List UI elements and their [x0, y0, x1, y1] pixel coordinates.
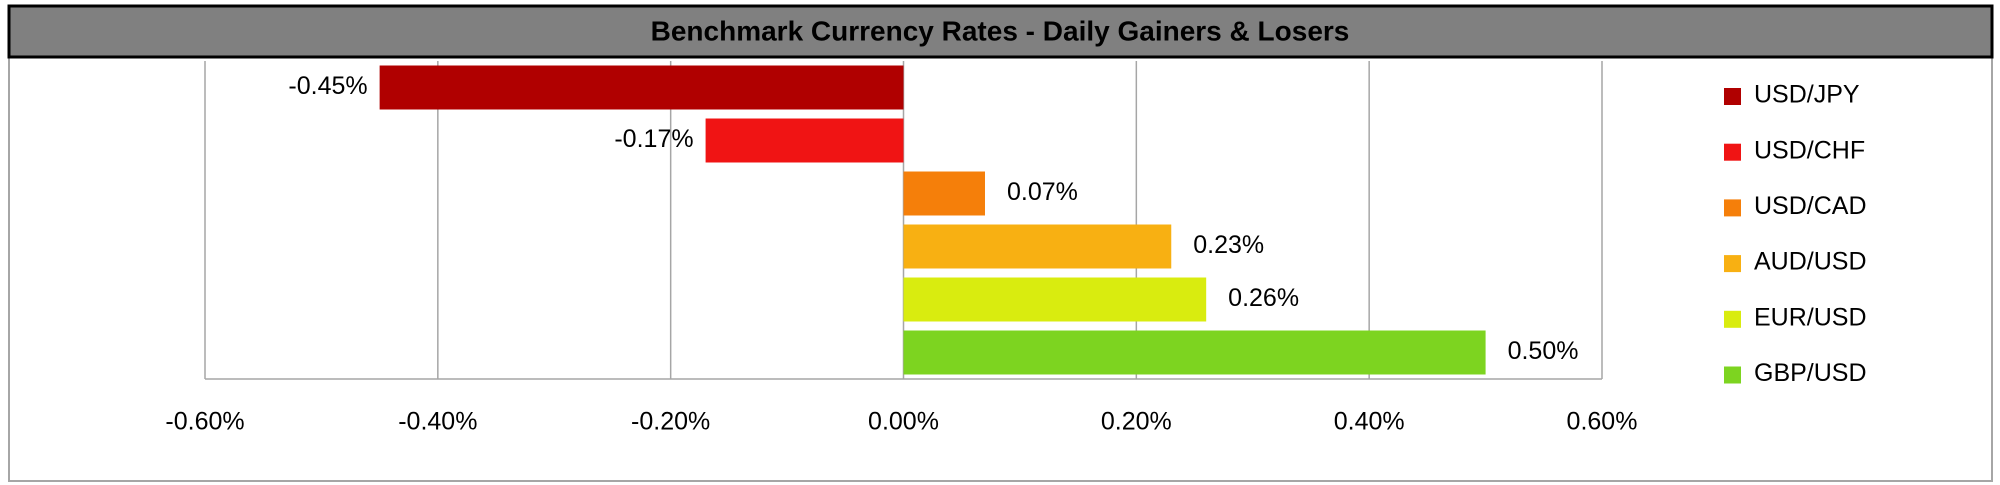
x-tick-label: 0.40% — [1334, 408, 1405, 436]
bar — [903, 277, 1207, 322]
legend-swatch — [1724, 255, 1741, 273]
x-tick-label: 0.60% — [1567, 408, 1638, 436]
legend-label: USD/CHF — [1754, 136, 1865, 164]
data-label: -0.45% — [288, 72, 367, 100]
title-bar — [7, 4, 1994, 59]
x-tick-label: 0.00% — [868, 408, 939, 436]
bar — [903, 224, 1172, 269]
legend-label: USD/CAD — [1754, 192, 1867, 220]
legend-label: EUR/USD — [1754, 303, 1867, 331]
legend-label: AUD/USD — [1754, 248, 1867, 276]
x-tick-label: -0.60% — [165, 408, 244, 436]
legend-label: USD/JPY — [1754, 81, 1860, 109]
legend-label: GBP/USD — [1754, 359, 1867, 387]
x-tick-label: -0.20% — [631, 408, 710, 436]
legend-swatch — [1724, 143, 1741, 161]
x-tick-label: -0.40% — [398, 408, 477, 436]
legend-swatch — [1724, 199, 1741, 217]
bar — [379, 65, 904, 110]
legend-swatch — [1724, 310, 1741, 328]
bar — [903, 171, 985, 216]
chart-title: Benchmark Currency Rates - Daily Gainers… — [651, 15, 1350, 46]
chart-frame — [8, 56, 1993, 482]
data-label: 0.07% — [1007, 178, 1078, 206]
data-label: -0.17% — [614, 125, 693, 153]
data-label: 0.23% — [1193, 231, 1264, 259]
data-label: 0.50% — [1508, 337, 1579, 365]
x-tick-label: 0.20% — [1101, 408, 1172, 436]
data-label: 0.26% — [1228, 284, 1299, 312]
legend-swatch — [1724, 366, 1741, 384]
bar — [903, 330, 1486, 375]
legend-swatch — [1724, 88, 1741, 105]
bar — [705, 118, 904, 163]
